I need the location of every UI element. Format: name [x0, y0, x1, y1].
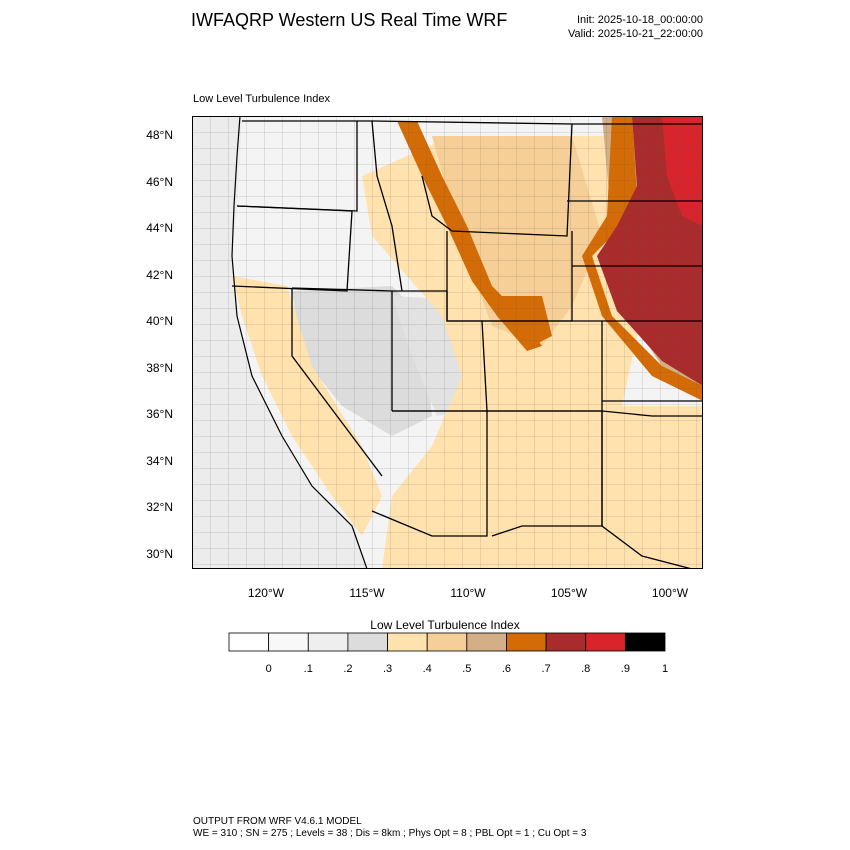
- model-footer: OUTPUT FROM WRF V4.6.1 MODEL WE = 310 ; …: [193, 816, 586, 840]
- map-panel: [192, 116, 703, 569]
- colorbar-label: .2: [343, 663, 353, 675]
- colorbar-label: .8: [581, 663, 591, 675]
- map-frame: [192, 116, 703, 569]
- colorbar-swatch: [426, 632, 468, 652]
- state-boundaries: [231, 120, 703, 569]
- colorbar-swatch: [228, 632, 270, 652]
- colorbar-swatch: [585, 632, 626, 652]
- colorbar-label: 0: [265, 663, 272, 675]
- colorbar-label: .4: [422, 663, 432, 675]
- colorbar-swatch: [347, 632, 388, 652]
- lat-tick: 48°N: [146, 128, 173, 142]
- colorbar-label: .6: [501, 663, 512, 675]
- colorbar-swatch: [268, 632, 309, 652]
- run-times: Init: 2025-10-18_00:00:00 Valid: 2025-10…: [568, 13, 703, 41]
- colorbar-label: 1: [661, 663, 669, 675]
- lat-tick: 46°N: [146, 175, 173, 189]
- lat-tick: 30°N: [146, 547, 173, 561]
- lat-tick: 38°N: [146, 361, 173, 375]
- colorbar-swatch: [624, 632, 666, 652]
- colorbar-swatch: [506, 632, 547, 652]
- colorbar-label: .5: [462, 663, 472, 675]
- lon-tick: 120°W: [247, 586, 285, 600]
- colorbar-swatch: [466, 632, 507, 652]
- colorbar-swatch: [307, 632, 349, 652]
- lon-tick: 115°W: [349, 586, 385, 600]
- lat-tick: 32°N: [146, 500, 173, 514]
- lon-tick: 100°W: [651, 586, 689, 600]
- colorbar-label: .9: [620, 663, 630, 675]
- colorbar: [228, 632, 666, 652]
- lat-tick: 44°N: [146, 221, 173, 235]
- coastline: [231, 116, 368, 569]
- lat-tick: 34°N: [146, 454, 173, 468]
- colorbar-swatch: [387, 632, 428, 652]
- footer-model: OUTPUT FROM WRF V4.6.1 MODEL: [193, 816, 362, 827]
- colorbar-swatch: [545, 632, 587, 652]
- colorbar-label: .1: [303, 663, 313, 675]
- valid-time: Valid: 2025-10-21_22:00:00: [568, 28, 703, 40]
- footer-params: WE = 310 ; SN = 275 ; Levels = 38 ; Dis …: [193, 828, 587, 839]
- colorbar-title: Low Level Turbulence Index: [370, 618, 520, 632]
- county-lines: [192, 116, 703, 569]
- lat-tick: 40°N: [146, 314, 173, 328]
- colorbar-label: .3: [382, 663, 393, 675]
- field-subtitle: Low Level Turbulence Index: [193, 93, 330, 105]
- lat-tick: 42°N: [146, 268, 173, 282]
- plot-title: IWFAQRP Western US Real Time WRF: [191, 10, 508, 30]
- lon-tick: 105°W: [550, 586, 588, 600]
- lat-tick: 36°N: [146, 407, 173, 421]
- colorbar-label: .7: [541, 663, 551, 675]
- init-time: Init: 2025-10-18_00:00:00: [577, 14, 703, 26]
- lon-tick: 110°W: [450, 586, 486, 600]
- map-canvas: [192, 116, 703, 569]
